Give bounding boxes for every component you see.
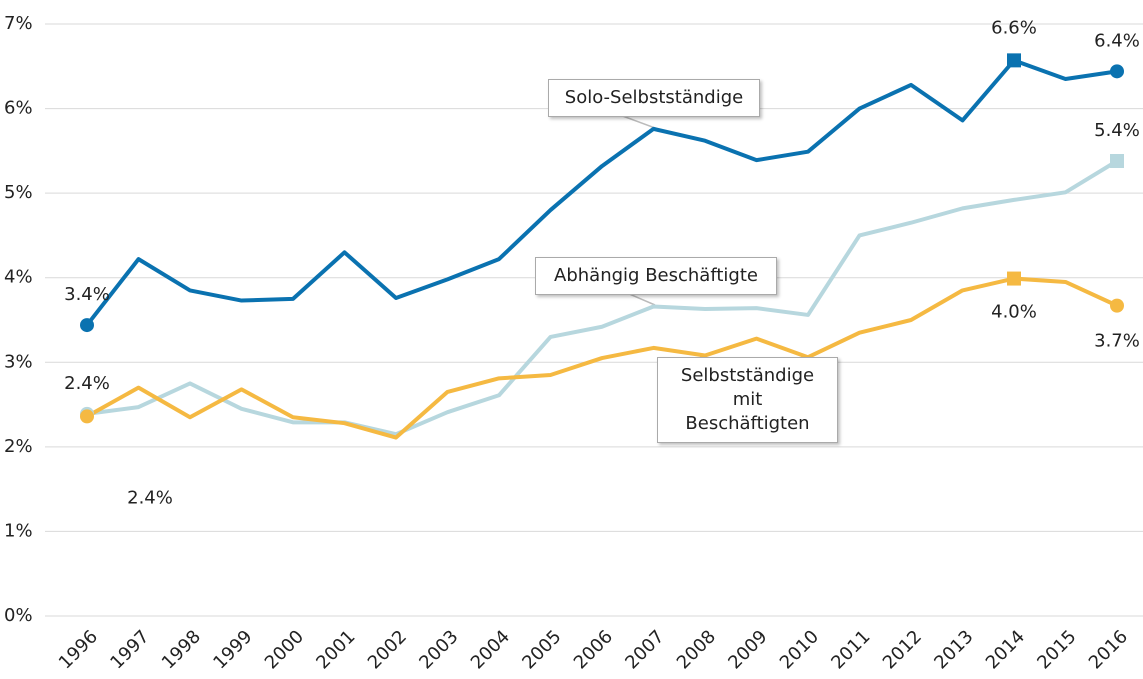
data-label: 3.4% (64, 284, 110, 305)
marker (80, 318, 94, 333)
x-tick-label: 2008 (673, 626, 720, 673)
x-tick-label: 2012 (879, 626, 926, 673)
y-tick-label: 1% (4, 520, 33, 541)
data-label: 2.4% (127, 487, 173, 508)
series-line (86, 159, 1119, 437)
x-tick-label: 2010 (776, 626, 823, 673)
marker (1110, 298, 1124, 313)
x-tick-label: 2002 (364, 626, 411, 673)
x-tick-label: 2016 (1085, 626, 1132, 673)
y-tick-label: 5% (4, 182, 33, 203)
x-tick-label: 2009 (724, 626, 771, 673)
x-tick-label: 2011 (827, 626, 874, 673)
callout-leader (619, 114, 656, 129)
marker (1110, 64, 1124, 79)
marker (1007, 271, 1021, 286)
y-tick-label: 2% (4, 436, 33, 457)
x-tick-label: 2006 (570, 626, 617, 673)
data-label: 6.4% (1094, 30, 1140, 51)
marker (80, 409, 94, 424)
x-tick-label: 2003 (415, 626, 462, 673)
data-label: 4.0% (991, 302, 1037, 323)
x-tick-label: 2007 (621, 626, 668, 673)
marker (1007, 53, 1021, 68)
y-tick-label: 6% (4, 98, 33, 119)
x-tick-label: 1998 (158, 626, 205, 673)
data-label: 5.4% (1094, 120, 1140, 141)
x-tick-label: 1999 (209, 626, 256, 673)
marker (1110, 154, 1124, 169)
series-callout: Abhängig Beschäftigte (535, 257, 777, 295)
y-tick-label: 4% (4, 267, 33, 288)
x-tick-label: 1997 (106, 626, 153, 673)
series-callout: Selbstständige mit Beschäftigten (657, 357, 838, 443)
y-tick-label: 3% (4, 351, 33, 372)
series-callout: Solo-Selbstständige (548, 79, 760, 117)
series-line (86, 276, 1118, 440)
y-tick-label: 0% (4, 605, 33, 626)
x-tick-label: 2014 (982, 626, 1029, 673)
x-tick-label: 2000 (261, 626, 308, 673)
data-label: 3.7% (1094, 331, 1140, 352)
x-tick-label: 2015 (1033, 626, 1080, 673)
data-label: 6.6% (991, 17, 1037, 38)
x-tick-label: 1996 (55, 626, 102, 673)
series-line (85, 58, 1118, 327)
x-tick-label: 2013 (930, 626, 977, 673)
x-tick-label: 2004 (467, 626, 514, 673)
x-tick-label: 2001 (312, 626, 359, 673)
x-tick-label: 2005 (518, 626, 565, 673)
y-tick-label: 7% (4, 13, 33, 34)
data-label: 2.4% (64, 373, 110, 394)
